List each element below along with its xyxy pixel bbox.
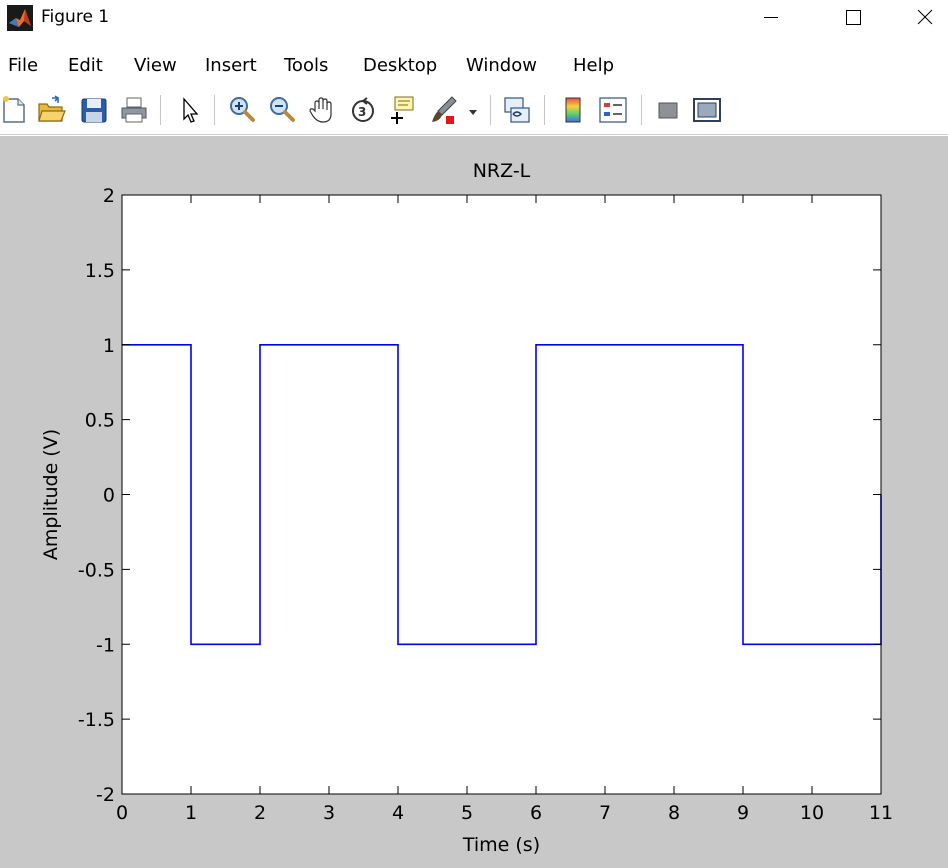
brush-dropdown-icon[interactable] bbox=[466, 94, 480, 126]
x-tick-label: 7 bbox=[599, 802, 611, 824]
nrz-l-plot: 0 1 2 3 4 5 6 7 8 9 10 11 -2 -1.5 -1 -0.5 0 0.5 1 1.5 2 NRZ-… bbox=[40, 160, 893, 856]
x-tick-label: 10 bbox=[800, 802, 824, 824]
menu-view[interactable]: View bbox=[134, 55, 177, 76]
x-tick-label: 4 bbox=[392, 802, 404, 824]
brush-icon[interactable] bbox=[428, 94, 460, 126]
pan-hand-icon[interactable] bbox=[306, 94, 338, 126]
hide-plot-tools-icon[interactable] bbox=[652, 94, 684, 126]
toolbar-separator bbox=[490, 95, 492, 125]
toolbar-separator bbox=[544, 95, 546, 125]
figure-canvas: 0 1 2 3 4 5 6 7 8 9 10 11 -2 -1.5 -1 -0.5 0 0.5 1 1.5 2 NRZ-… bbox=[0, 136, 948, 868]
figure-toolbar: 3 bbox=[0, 88, 948, 135]
plot-axes-area[interactable] bbox=[122, 195, 881, 794]
x-tick-label: 5 bbox=[461, 802, 473, 824]
y-axis-label: Amplitude (V) bbox=[40, 429, 62, 560]
edit-plot-arrow-icon[interactable] bbox=[174, 94, 206, 126]
y-tick-label: -2 bbox=[96, 784, 115, 806]
toolbar-separator bbox=[641, 95, 643, 125]
menu-desktop[interactable]: Desktop bbox=[363, 55, 438, 76]
maximize-icon bbox=[846, 10, 861, 25]
menu-tools[interactable]: Tools bbox=[284, 55, 329, 76]
open-file-icon[interactable] bbox=[36, 94, 68, 126]
zoom-out-icon[interactable] bbox=[266, 94, 298, 126]
maximize-button[interactable] bbox=[830, 0, 876, 36]
save-icon[interactable] bbox=[78, 94, 110, 126]
close-button[interactable] bbox=[902, 0, 948, 36]
toolbar-separator bbox=[160, 95, 162, 125]
toolbar-separator bbox=[214, 95, 216, 125]
y-tick-label: 1 bbox=[103, 335, 115, 357]
zoom-in-icon[interactable] bbox=[226, 94, 258, 126]
y-tick-label: 1.5 bbox=[85, 260, 115, 282]
x-tick-label: 9 bbox=[737, 802, 749, 824]
chart-title: NRZ-L bbox=[473, 160, 531, 182]
menu-edit[interactable]: Edit bbox=[68, 55, 103, 76]
menu-help[interactable]: Help bbox=[573, 55, 615, 76]
x-tick-label: 8 bbox=[668, 802, 680, 824]
legend-icon[interactable] bbox=[597, 94, 629, 126]
show-plot-tools-icon[interactable] bbox=[691, 94, 723, 126]
menu-window[interactable]: Window bbox=[466, 55, 537, 76]
new-figure-icon[interactable] bbox=[0, 94, 32, 126]
y-tick-label: 0 bbox=[103, 485, 115, 507]
x-tick-label: 6 bbox=[530, 802, 542, 824]
y-tick-label: -0.5 bbox=[78, 559, 115, 581]
x-tick-label: 0 bbox=[116, 802, 128, 824]
y-tick-label: -1 bbox=[96, 634, 115, 656]
svg-text:3: 3 bbox=[358, 105, 366, 119]
x-tick-label: 2 bbox=[254, 802, 266, 824]
rotate-3d-icon[interactable]: 3 bbox=[347, 94, 379, 126]
print-icon[interactable] bbox=[118, 94, 150, 126]
minimize-button[interactable] bbox=[748, 0, 794, 36]
menu-bar: File Edit View Insert Tools Desktop Wind… bbox=[0, 46, 948, 86]
close-icon bbox=[917, 9, 933, 25]
y-tick-label: -1.5 bbox=[78, 709, 115, 731]
link-plot-icon[interactable] bbox=[501, 94, 533, 126]
title-bar: Figure 1 bbox=[0, 0, 948, 36]
axes-box bbox=[121, 194, 882, 795]
data-cursor-icon[interactable] bbox=[387, 94, 419, 126]
x-tick-label: 1 bbox=[185, 802, 197, 824]
matlab-logo-icon bbox=[7, 5, 33, 31]
x-tick-label: 11 bbox=[869, 802, 893, 824]
window-title: Figure 1 bbox=[41, 7, 110, 27]
colorbar-icon[interactable] bbox=[557, 94, 589, 126]
x-tick-label: 3 bbox=[323, 802, 335, 824]
menu-file[interactable]: File bbox=[8, 55, 39, 76]
signal-line-0 bbox=[122, 344, 882, 646]
x-axis-label: Time (s) bbox=[462, 834, 540, 856]
y-tick-label: 2 bbox=[103, 185, 115, 207]
y-tick-label: 0.5 bbox=[85, 410, 115, 432]
menu-insert[interactable]: Insert bbox=[205, 55, 257, 76]
minimize-icon bbox=[764, 17, 778, 18]
